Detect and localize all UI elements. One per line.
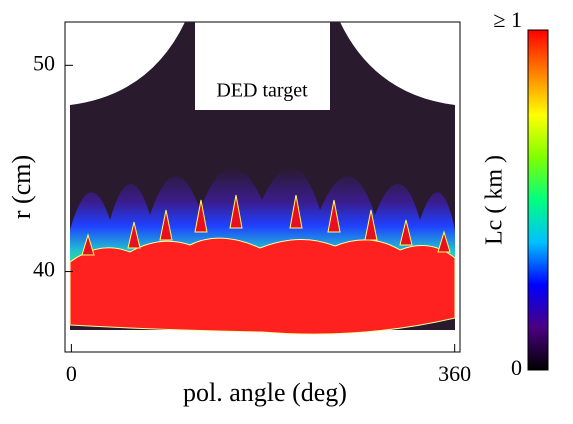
x-tick-label: 360	[438, 361, 471, 386]
y-tick-label: 40	[33, 257, 55, 282]
annotation: DED target	[216, 80, 308, 102]
y-axis-label: r (cm)	[7, 155, 36, 219]
field-red	[69, 237, 456, 335]
y-tick-label: 50	[33, 50, 55, 75]
colorbar-tick-label: 0	[511, 355, 522, 380]
colorbar-label: Lc ( km )	[482, 155, 508, 245]
red-spikes	[81, 194, 451, 256]
x-axis-label: pol. angle (deg)	[183, 378, 347, 407]
colorbar-tick-label: ≥ 1	[493, 7, 522, 32]
colorbar	[527, 29, 549, 371]
x-tick-label: 0	[66, 361, 77, 386]
